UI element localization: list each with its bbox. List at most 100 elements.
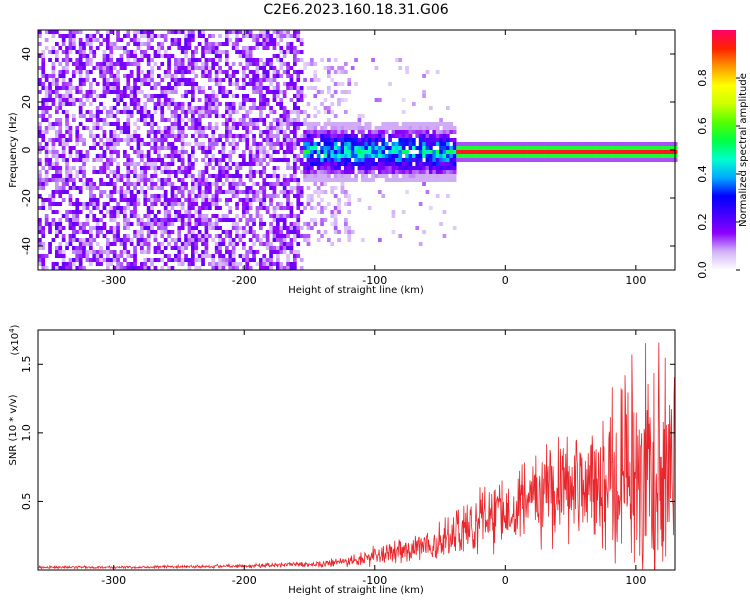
heatmap-cell [164,166,168,170]
heatmap-cell [364,134,368,138]
heatmap-cell [249,110,253,114]
heatmap-cell [191,122,195,126]
heatmap-cell [150,158,154,162]
heatmap-cell [45,150,49,154]
heatmap-cell [58,254,62,258]
heatmap-cell [228,130,232,134]
heatmap-cell [86,202,90,206]
heatmap-cell [341,126,345,130]
heatmap-cell [273,206,277,210]
heatmap-cell [589,142,593,146]
heatmap-cell [181,246,185,250]
heatmap-cell [72,226,76,230]
heatmap-cell [368,130,372,134]
heatmap-cell [330,138,334,142]
heatmap-cell [395,122,399,126]
heatmap-cell [269,246,273,250]
heatmap-cell [157,102,161,106]
heatmap-cell [596,154,600,158]
heatmap-cell [657,150,661,154]
heatmap-cell [626,154,630,158]
heatmap-cell [453,166,457,170]
heatmap-cell [405,134,409,138]
heatmap-cell [402,126,406,130]
heatmap-cell [75,206,79,210]
heatmap-cell [123,198,127,202]
heatmap-cell [259,174,263,178]
heatmap-cell [463,154,467,158]
heatmap-cell [198,266,202,270]
heatmap-cell [106,30,110,34]
heatmap-cell [317,162,321,166]
heatmap-cell [562,158,566,162]
heatmap-cell [313,74,317,78]
heatmap-cell [245,266,249,270]
heatmap-cell [154,202,158,206]
heatmap-cell [344,138,348,142]
heatmap-cell [86,154,90,158]
heatmap-cell [133,106,137,110]
heatmap-cell [181,214,185,218]
heatmap-cell [279,114,283,118]
heatmap-cell [79,30,83,34]
heatmap-cell [181,82,185,86]
heatmap-cell [72,238,76,242]
heatmap-cell [41,98,45,102]
heatmap-cell [143,182,147,186]
heatmap-cell [191,254,195,258]
heatmap-cell [106,174,110,178]
heatmap-cell [409,138,413,142]
heatmap-cell [205,194,209,198]
heatmap-cell [262,62,266,66]
heatmap-cell [653,142,657,146]
heatmap-cell [235,34,239,38]
heatmap-cell [72,246,76,250]
heatmap-cell [361,158,365,162]
heatmap-cell [524,142,528,146]
heatmap-cell [354,134,358,138]
heatmap-cell [320,134,324,138]
heatmap-cell [92,134,96,138]
heatmap-cell [92,138,96,142]
heatmap-cell [55,110,59,114]
heatmap-cell [286,206,290,210]
heatmap-cell [45,118,49,122]
heatmap-cell [52,146,56,150]
heatmap-cell [256,46,260,50]
heatmap-cell [38,30,42,34]
heatmap-cell [293,214,297,218]
heatmap-cell [307,158,311,162]
heatmap-cell [368,162,372,166]
heatmap-cell [364,162,368,166]
heatmap-cell [381,158,385,162]
heatmap-cell [191,154,195,158]
heatmap-cell [160,266,164,270]
heatmap-cell [266,114,270,118]
heatmap-cell [235,94,239,98]
heatmap-cell [286,114,290,118]
heatmap-cell [317,90,321,94]
heatmap-cell [245,162,249,166]
heatmap-cell [72,30,76,34]
heatmap-cell [52,62,56,66]
heatmap-cell [181,138,185,142]
heatmap-cell [92,38,96,42]
heatmap-cell [72,210,76,214]
heatmap-cell [147,258,151,262]
heatmap-cell [75,250,79,254]
heatmap-cell [109,54,113,58]
heatmap-cell [368,142,372,146]
heatmap-cell [205,66,209,70]
heatmap-cell [48,150,52,154]
heatmap-cell [215,162,219,166]
heatmap-cell [45,158,49,162]
heatmap-cell [154,186,158,190]
heatmap-cell [99,230,103,234]
heatmap-cell [371,166,375,170]
heatmap-cell [375,150,379,154]
heatmap-cell [92,186,96,190]
heatmap-cell [337,202,341,206]
heatmap-cell [262,94,266,98]
heatmap-cell [150,78,154,82]
heatmap-cell [82,102,86,106]
